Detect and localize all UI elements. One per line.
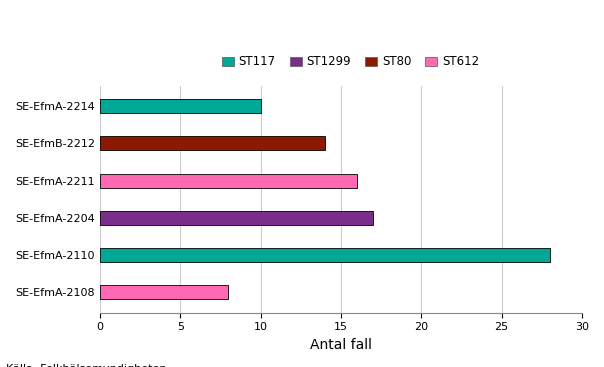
X-axis label: Antal fall: Antal fall: [310, 338, 372, 352]
Legend: ST117, ST1299, ST80, ST612: ST117, ST1299, ST80, ST612: [217, 51, 484, 73]
Bar: [100, 285, 228, 299]
Bar: [100, 248, 550, 262]
Bar: [100, 136, 325, 150]
Bar: [100, 174, 357, 188]
Bar: [100, 211, 373, 225]
Text: Källa: Folkhälsomyndigheten: Källa: Folkhälsomyndigheten: [6, 364, 167, 367]
Bar: [100, 99, 260, 113]
